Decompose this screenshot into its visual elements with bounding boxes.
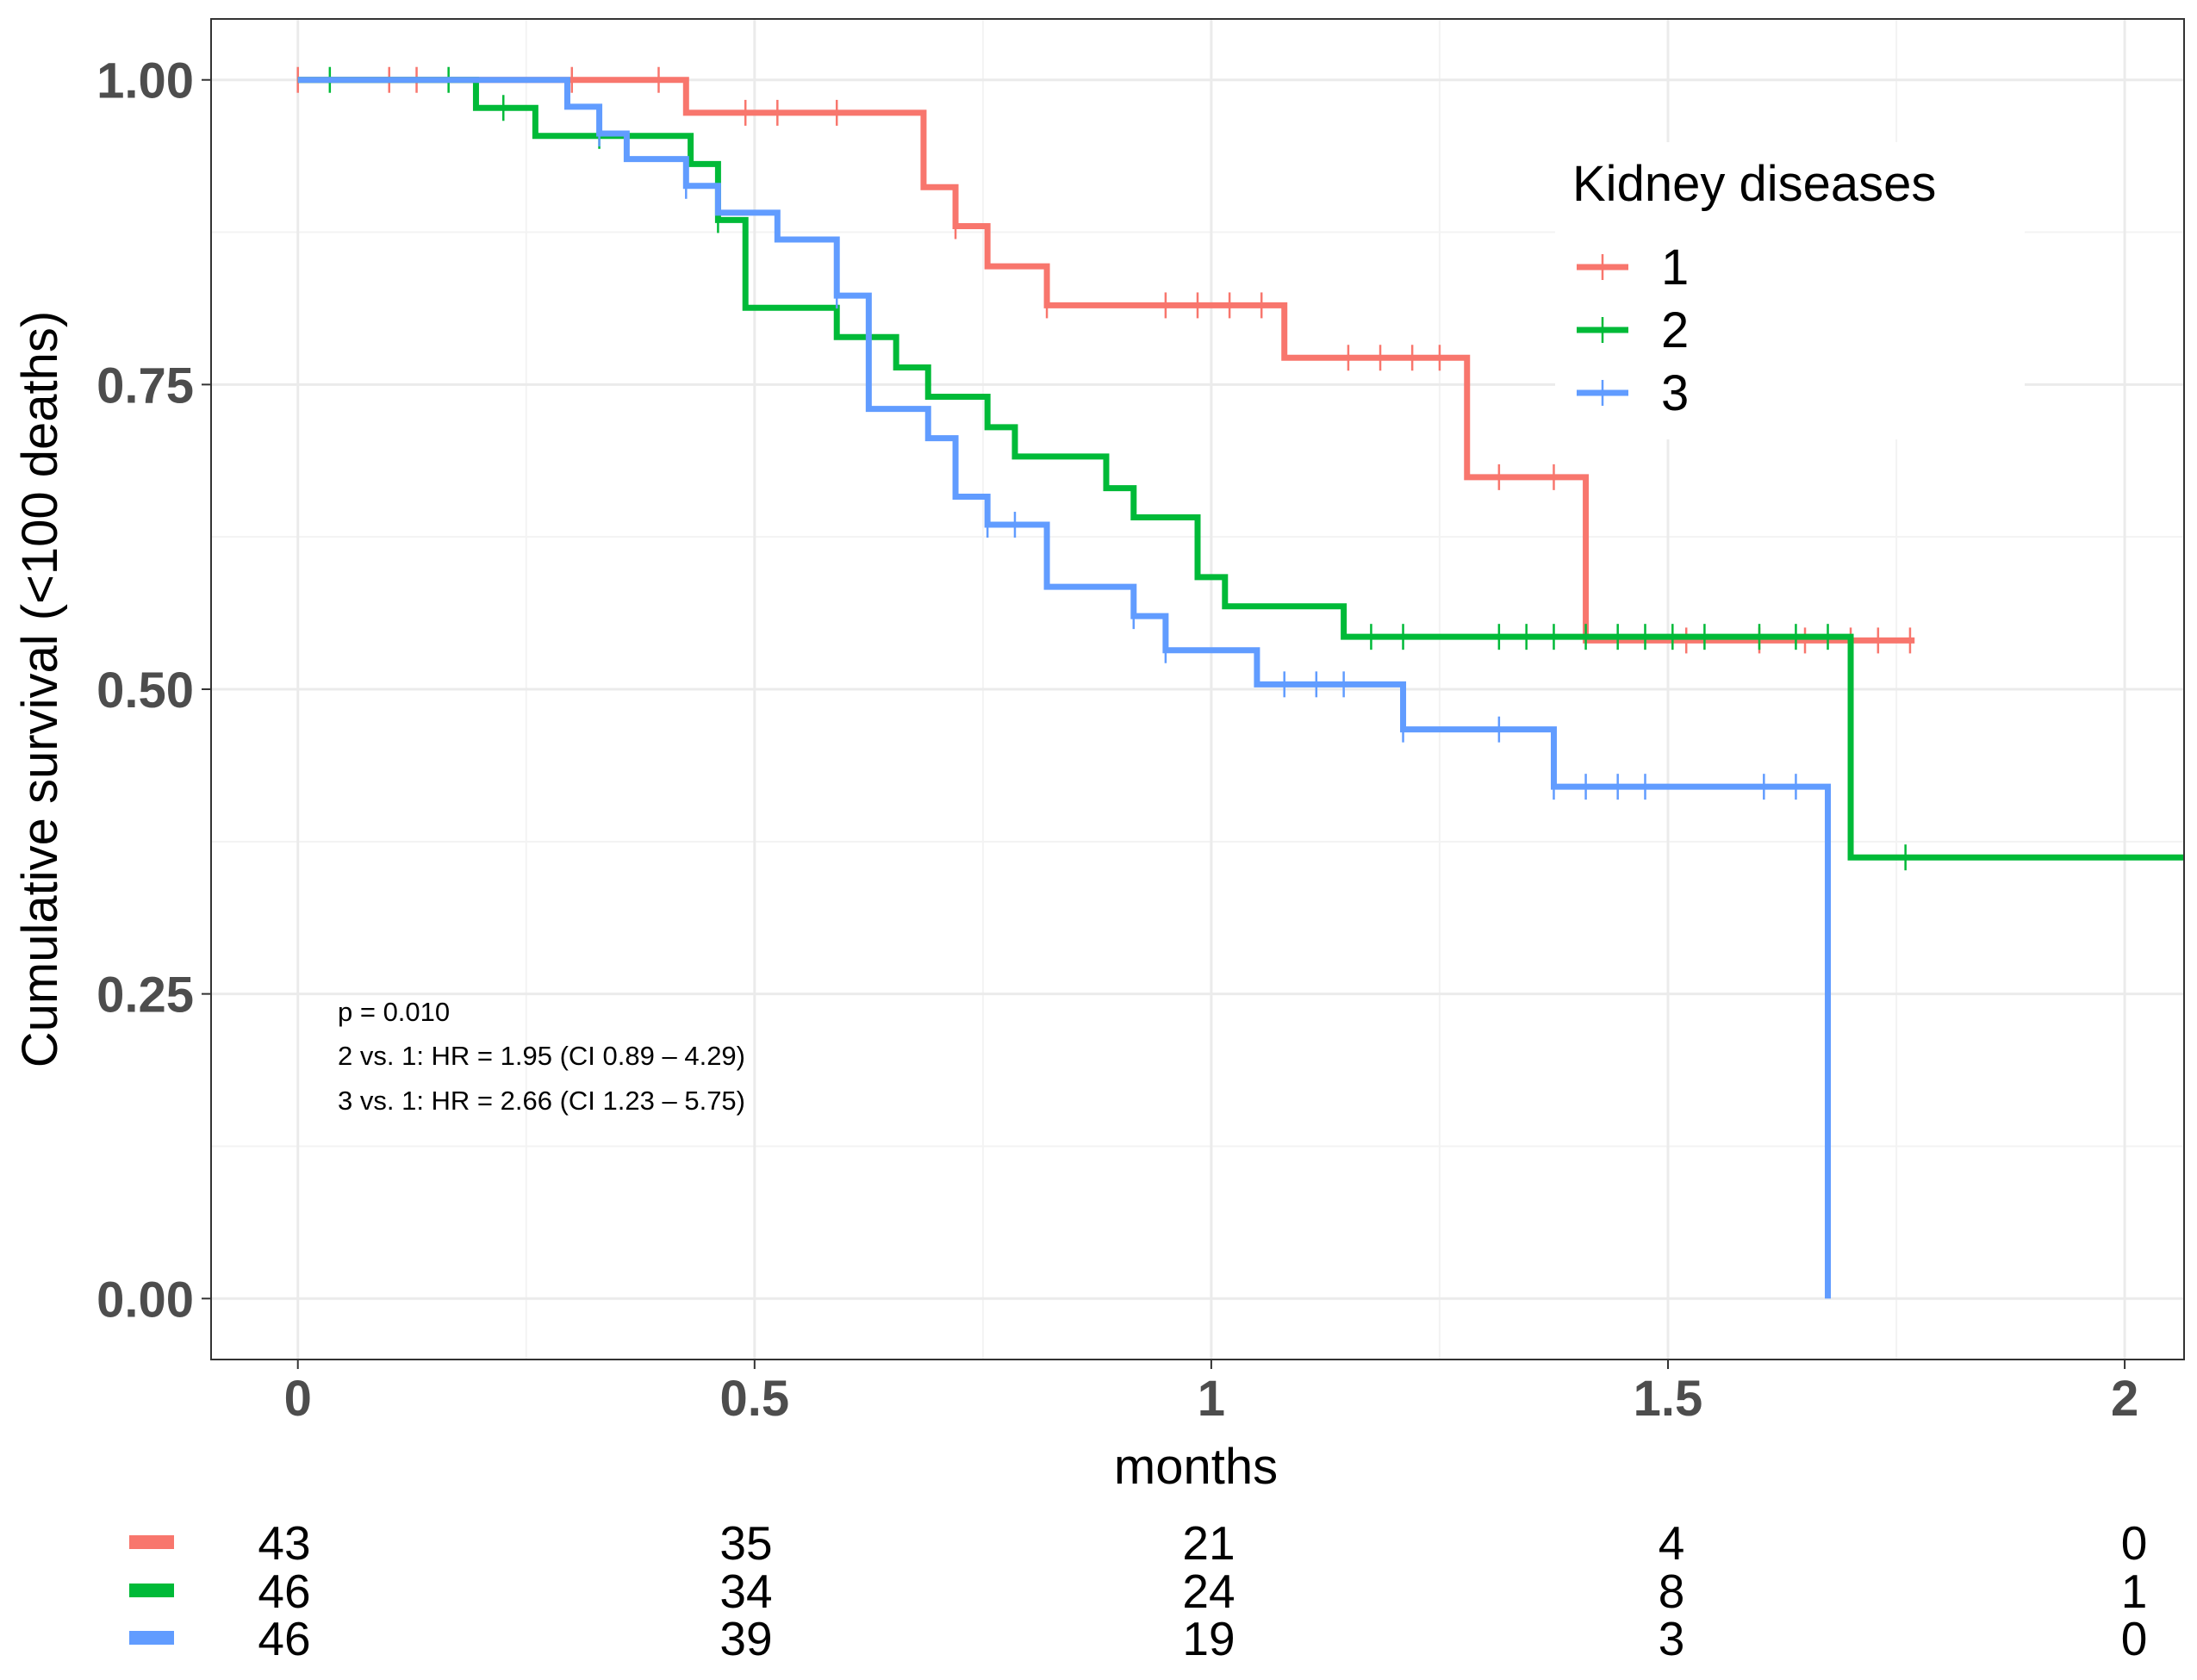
risk-count: 0 (2121, 1612, 2148, 1665)
annotations: p = 0.010 2 vs. 1: HR = 1.95 (CI 0.89 – … (338, 997, 745, 1116)
y-axis-title: Cumulative survival (<100 deaths) (12, 311, 68, 1067)
legend-keys (1577, 254, 1628, 406)
survival-curve-1 (297, 77, 1915, 644)
risk-key-3 (129, 1631, 174, 1645)
legend-label-2: 2 (1661, 302, 1689, 358)
hr-3-vs-1-label: 3 vs. 1: HR = 2.66 (CI 1.23 – 5.75) (338, 1086, 745, 1116)
legend-title: Kidney diseases (1572, 156, 1936, 212)
risk-count: 3 (1659, 1612, 1685, 1665)
risk-table-keys (129, 1535, 174, 1645)
legend-label-1: 1 (1661, 240, 1689, 296)
y-tick-label: 0.25 (96, 968, 194, 1024)
x-tick-label: 0.5 (719, 1371, 789, 1427)
y-tick-label: 0.00 (96, 1272, 194, 1328)
risk-key-2 (129, 1584, 174, 1597)
y-tick-label: 0.50 (96, 663, 194, 719)
risk-count: 24 (1182, 1565, 1235, 1618)
risk-count: 1 (2121, 1565, 2148, 1618)
risk-count: 39 (719, 1612, 772, 1665)
x-tick-label: 1.5 (1634, 1371, 1703, 1427)
hr-2-vs-1-label: 2 vs. 1: HR = 1.95 (CI 0.89 – 4.29) (338, 1041, 745, 1071)
risk-count: 43 (258, 1516, 310, 1570)
risk-count: 46 (258, 1565, 310, 1618)
risk-count: 19 (1182, 1612, 1235, 1665)
risk-count: 35 (719, 1516, 772, 1570)
p-value-label: p = 0.010 (338, 997, 450, 1027)
x-tick-label: 2 (2111, 1371, 2138, 1427)
risk-table: 43 35 21 4 0 46 34 24 8 1 46 39 19 3 0 (129, 1516, 2147, 1665)
y-tick-label: 0.75 (96, 358, 194, 414)
risk-count: 21 (1182, 1516, 1235, 1570)
x-tick-label: 1 (1198, 1371, 1225, 1427)
y-tick-label: 1.00 (96, 53, 194, 109)
legend-label-3: 3 (1661, 365, 1689, 421)
risk-count: 8 (1659, 1565, 1685, 1618)
risk-count: 4 (1659, 1516, 1685, 1570)
x-tick-label: 0 (284, 1371, 312, 1427)
y-axis: 0.00 0.25 0.50 0.75 1.00 (96, 53, 211, 1328)
x-axis: 0 0.5 1 1.5 2 (284, 1360, 2138, 1427)
legend: Kidney diseases 1 2 3 (1555, 142, 2025, 439)
risk-count: 46 (258, 1612, 310, 1665)
series-lines (296, 66, 2184, 1299)
survival-curve-3 (297, 77, 1832, 1299)
risk-key-1 (129, 1535, 174, 1549)
survival-curve-2 (297, 77, 2184, 861)
x-axis-title: months (1114, 1439, 1278, 1495)
risk-count: 34 (719, 1565, 772, 1618)
risk-count: 0 (2121, 1516, 2148, 1570)
legend-background (1555, 142, 2025, 439)
